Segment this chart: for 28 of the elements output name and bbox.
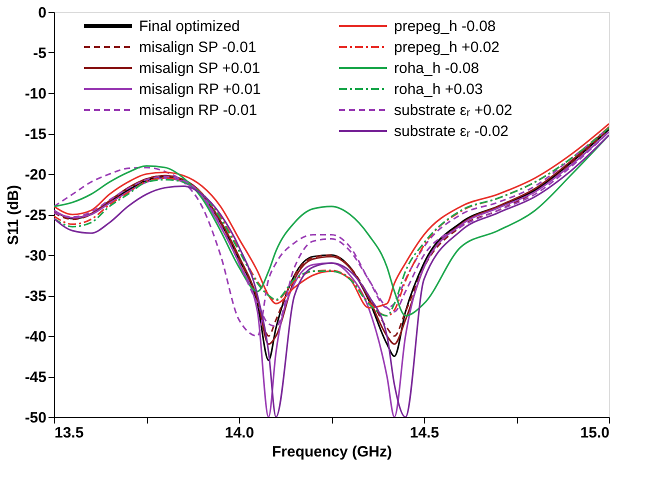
y-tick-label: -20: [24, 166, 46, 184]
legend-label: substrate εᵣ -0.02: [394, 123, 509, 140]
y-tick-label: -25: [24, 207, 46, 224]
y-axis-title: S11 (dB): [4, 184, 22, 246]
y-tick-label: -10: [24, 86, 46, 102]
y-tick-label: -50: [24, 410, 46, 426]
y-tick-label: -35: [24, 288, 46, 305]
legend-label: misalign SP +0.01: [139, 60, 260, 77]
legend-label: substrate εᵣ +0.02: [394, 102, 512, 119]
y-tick-label: 0: [38, 4, 46, 22]
x-tick-label: 13.5: [54, 424, 84, 442]
legend-label: Final optimized: [139, 18, 240, 35]
legend-label: misalign RP -0.01: [139, 102, 258, 119]
x-tick-label: 14.0: [224, 424, 254, 442]
y-tick-label: -15: [24, 126, 46, 143]
x-tick-label: 15.0: [580, 424, 610, 442]
legend-label: roha_h -0.08: [394, 60, 480, 77]
y-tick-label: -5: [33, 45, 46, 62]
legend-label: prepeg_h +0.02: [394, 39, 500, 56]
legend-label: misalign RP +0.01: [139, 81, 261, 98]
legend-label: prepeg_h -0.08: [394, 18, 496, 35]
legend-label: misalign SP -0.01: [139, 39, 256, 56]
y-tick-label: -40: [24, 328, 46, 346]
legend-label: roha_h +0.03: [394, 81, 483, 98]
y-tick-label: -30: [24, 248, 46, 264]
y-tick-label: -45: [24, 369, 46, 386]
x-axis-title: Frequency (GHz): [272, 444, 392, 460]
x-tick-label: 14.5: [410, 424, 440, 442]
